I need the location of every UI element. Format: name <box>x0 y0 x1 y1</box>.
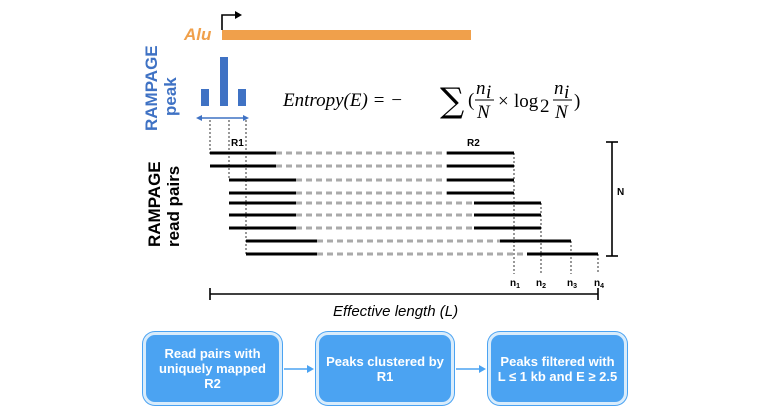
arrowhead-right <box>243 115 249 121</box>
n2-label: n2 <box>536 278 546 290</box>
frac1-den: N <box>476 102 491 123</box>
r1-label: R1 <box>231 138 244 149</box>
flow-step-3: Peaks filtered with L ≤ 1 kb and E ≥ 2.5 <box>488 332 627 405</box>
arrowhead-left <box>196 115 202 121</box>
formula-log-sub: 2 <box>540 96 550 117</box>
formula-log: log <box>514 91 539 112</box>
flow-step-3-text: Peaks filtered with L ≤ 1 kb and E ≥ 2.5 <box>497 353 618 384</box>
flow-step-1: Read pairs with uniquely mapped R2 <box>143 332 282 405</box>
flow-step-2: Peaks clustered by R1 <box>316 332 454 405</box>
flow-step-1-text: Read pairs with uniquely mapped R2 <box>159 346 266 391</box>
n1-label: n1 <box>510 278 520 290</box>
frac2-den: N <box>554 102 569 123</box>
peak-bar <box>238 89 246 106</box>
r2-label: R2 <box>467 138 480 149</box>
frac1-num-sub: i <box>486 82 491 103</box>
frac2-num-sub: i <box>564 82 569 103</box>
alu-label: Alu <box>183 25 212 44</box>
read-pairs <box>210 151 598 256</box>
rampage-reads-label: RAMPAGE read pairs <box>145 161 183 247</box>
tss-arrowhead <box>235 11 242 19</box>
formula-times: × <box>498 91 509 112</box>
peak-bar <box>220 57 228 106</box>
flow-step-2-text: Peaks clustered by R1 <box>326 353 444 384</box>
formula-lhs: Entropy(E) = − <box>282 90 403 111</box>
n3-label: n3 <box>567 278 577 290</box>
n4-label: n4 <box>594 278 604 290</box>
rampage-peak-line2: peak <box>161 77 180 116</box>
rampage-peak-line1: RAMPAGE <box>142 45 161 131</box>
rampage-reads-line2: read pairs <box>164 166 183 247</box>
flow-arrowhead <box>307 365 314 373</box>
formula-sum: ∑ <box>440 81 464 121</box>
rampage-peak-label: RAMPAGE peak <box>142 45 180 131</box>
n-total-label: N <box>617 187 624 198</box>
alu-bar <box>222 30 471 40</box>
formula-close-paren: ) <box>574 91 580 112</box>
entropy-formula: Entropy(E) = − ∑ ( n i N × log 2 n i N ) <box>282 78 580 123</box>
formula-open-paren: ( <box>468 90 474 111</box>
peak-bar <box>201 89 209 106</box>
frac1-num: n <box>476 78 486 99</box>
tss-arrow <box>221 14 237 30</box>
rampage-reads-line1: RAMPAGE <box>145 161 164 247</box>
effective-length-label: Effective length (L) <box>333 303 458 320</box>
frac2-num: n <box>554 78 564 99</box>
flow-arrowhead <box>479 365 486 373</box>
